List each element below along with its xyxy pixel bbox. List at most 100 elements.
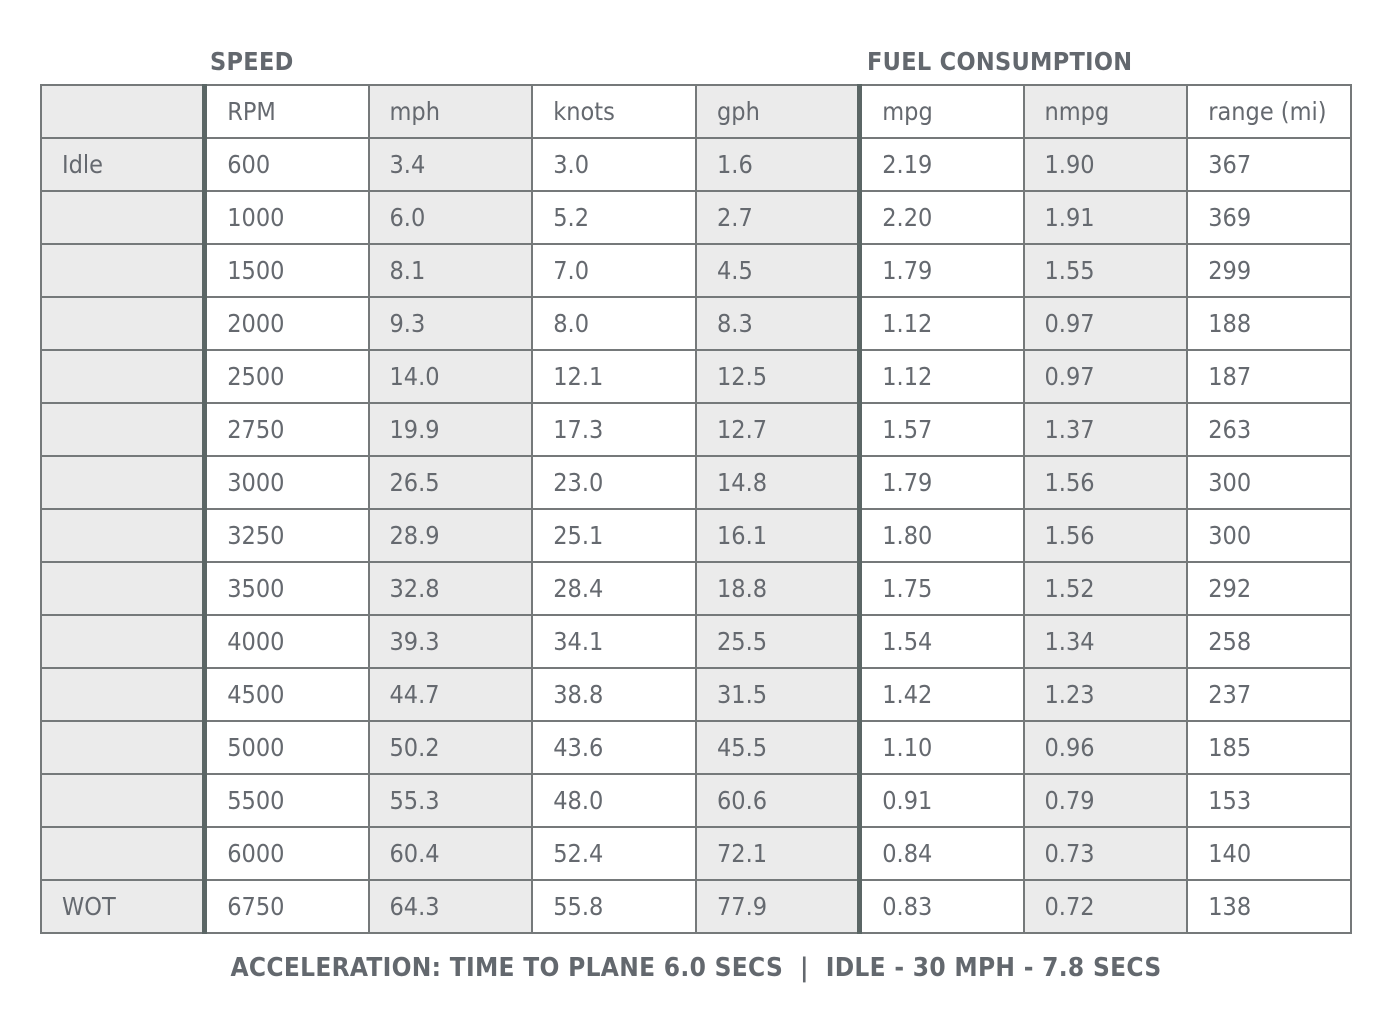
- table-cell: 0.96: [1022, 720, 1189, 775]
- table-cell: 1.55: [1022, 243, 1189, 298]
- performance-report: SPEED FUEL CONSUMPTION RPM mph knots gph…: [40, 36, 1352, 983]
- throttle-label-cell: [40, 243, 206, 298]
- table-cell: 8.1: [367, 243, 534, 298]
- table-cell: 1.90: [1022, 137, 1189, 192]
- table-cell: 2.7: [695, 190, 861, 245]
- table-row: 3000 26.5 23.0 14.8 1.79 1.56 300: [40, 455, 1352, 510]
- table-cell: 4500: [202, 667, 370, 722]
- table-cell: 60.6: [695, 773, 861, 828]
- table-cell: 300: [1186, 508, 1352, 563]
- table-cell: 18.8: [695, 561, 861, 616]
- table-cell: 258: [1186, 614, 1352, 669]
- table-cell: 1.79: [857, 455, 1025, 510]
- table-row: 6000 60.4 52.4 72.1 0.84 0.73 140: [40, 826, 1352, 881]
- performance-table: RPM mph knots gph mpg nmpg range (mi) Id…: [40, 84, 1352, 934]
- table-cell: 1.42: [857, 667, 1025, 722]
- table-cell: 32.8: [367, 561, 534, 616]
- table-cell: 8.3: [695, 296, 861, 351]
- table-cell: 2.19: [857, 137, 1025, 192]
- table-cell: 77.9: [695, 879, 861, 934]
- throttle-label-cell: Idle: [40, 137, 206, 192]
- table-row: 1000 6.0 5.2 2.7 2.20 1.91 369: [40, 190, 1352, 245]
- table-cell: 1.75: [857, 561, 1025, 616]
- table-cell: 0.97: [1022, 349, 1189, 404]
- table-row: 3500 32.8 28.4 18.8 1.75 1.52 292: [40, 561, 1352, 616]
- table-cell: 1.34: [1022, 614, 1189, 669]
- table-cell: 367: [1186, 137, 1352, 192]
- table-cell: 9.3: [367, 296, 534, 351]
- column-header-knots: knots: [531, 84, 697, 139]
- column-header-mph: mph: [367, 84, 534, 139]
- throttle-label-cell: [40, 190, 206, 245]
- table-cell: 28.9: [367, 508, 534, 563]
- column-header-rpm: RPM: [202, 84, 370, 139]
- table-cell: 1.12: [857, 296, 1025, 351]
- table-cell: 5000: [202, 720, 370, 775]
- table-cell: 1.80: [857, 508, 1025, 563]
- table-cell: 2.20: [857, 190, 1025, 245]
- table-cell: 1.57: [857, 402, 1025, 457]
- table-cell: 263: [1186, 402, 1352, 457]
- table-row: 4500 44.7 38.8 31.5 1.42 1.23 237: [40, 667, 1352, 722]
- table-cell: 3.0: [531, 137, 697, 192]
- table-cell: 292: [1186, 561, 1352, 616]
- table-cell: 25.5: [695, 614, 861, 669]
- table-cell: 38.8: [531, 667, 697, 722]
- table-cell: 1.37: [1022, 402, 1189, 457]
- column-header-range: range (mi): [1186, 84, 1352, 139]
- table-cell: 600: [202, 137, 370, 192]
- table-cell: 4000: [202, 614, 370, 669]
- table-row: 1500 8.1 7.0 4.5 1.79 1.55 299: [40, 243, 1352, 298]
- table-cell: 0.97: [1022, 296, 1189, 351]
- column-header-mpg: mpg: [857, 84, 1025, 139]
- fuel-section-title: FUEL CONSUMPTION: [867, 47, 1133, 76]
- table-row: WOT 6750 64.3 55.8 77.9 0.83 0.72 138: [40, 879, 1352, 934]
- table-row: 4000 39.3 34.1 25.5 1.54 1.34 258: [40, 614, 1352, 669]
- table-cell: 138: [1186, 879, 1352, 934]
- table-cell: 1.6: [695, 137, 861, 192]
- table-cell: 50.2: [367, 720, 534, 775]
- table-cell: 55.3: [367, 773, 534, 828]
- table-cell: 1.91: [1022, 190, 1189, 245]
- table-cell: 6000: [202, 826, 370, 881]
- table-cell: 43.6: [531, 720, 697, 775]
- throttle-label-cell: [40, 402, 206, 457]
- table-cell: 188: [1186, 296, 1352, 351]
- table-cell: 6.0: [367, 190, 534, 245]
- table-cell: 19.9: [367, 402, 534, 457]
- table-cell: 1500: [202, 243, 370, 298]
- table-cell: 0.72: [1022, 879, 1189, 934]
- table-cell: 17.3: [531, 402, 697, 457]
- table-cell: 1.23: [1022, 667, 1189, 722]
- table-cell: 153: [1186, 773, 1352, 828]
- table-cell: 48.0: [531, 773, 697, 828]
- table-cell: 28.4: [531, 561, 697, 616]
- table-cell: 3250: [202, 508, 370, 563]
- acceleration-note: ACCELERATION: TIME TO PLANE 6.0 SECS | I…: [230, 953, 1162, 983]
- throttle-label-cell: [40, 614, 206, 669]
- column-header-gph: gph: [695, 84, 861, 139]
- table-cell: 0.91: [857, 773, 1025, 828]
- table-row: 2750 19.9 17.3 12.7 1.57 1.37 263: [40, 402, 1352, 457]
- table-row: 3250 28.9 25.1 16.1 1.80 1.56 300: [40, 508, 1352, 563]
- table-cell: 0.79: [1022, 773, 1189, 828]
- table-cell: 299: [1186, 243, 1352, 298]
- throttle-label-cell: WOT: [40, 879, 206, 934]
- table-row: 2500 14.0 12.1 12.5 1.12 0.97 187: [40, 349, 1352, 404]
- table-cell: 44.7: [367, 667, 534, 722]
- table-row: 2000 9.3 8.0 8.3 1.12 0.97 188: [40, 296, 1352, 351]
- table-cell: 72.1: [695, 826, 861, 881]
- table-cell: 16.1: [695, 508, 861, 563]
- table-cell: 187: [1186, 349, 1352, 404]
- table-cell: 14.0: [367, 349, 534, 404]
- table-cell: 0.83: [857, 879, 1025, 934]
- header-row: RPM mph knots gph mpg nmpg range (mi): [40, 84, 1352, 139]
- section-titles: SPEED FUEL CONSUMPTION: [40, 36, 1352, 84]
- table-cell: 23.0: [531, 455, 697, 510]
- table-cell: 1.10: [857, 720, 1025, 775]
- table-cell: 1.56: [1022, 508, 1189, 563]
- throttle-label-cell: [40, 296, 206, 351]
- speed-section-title: SPEED: [210, 47, 294, 76]
- table-cell: 5500: [202, 773, 370, 828]
- table-cell: 12.1: [531, 349, 697, 404]
